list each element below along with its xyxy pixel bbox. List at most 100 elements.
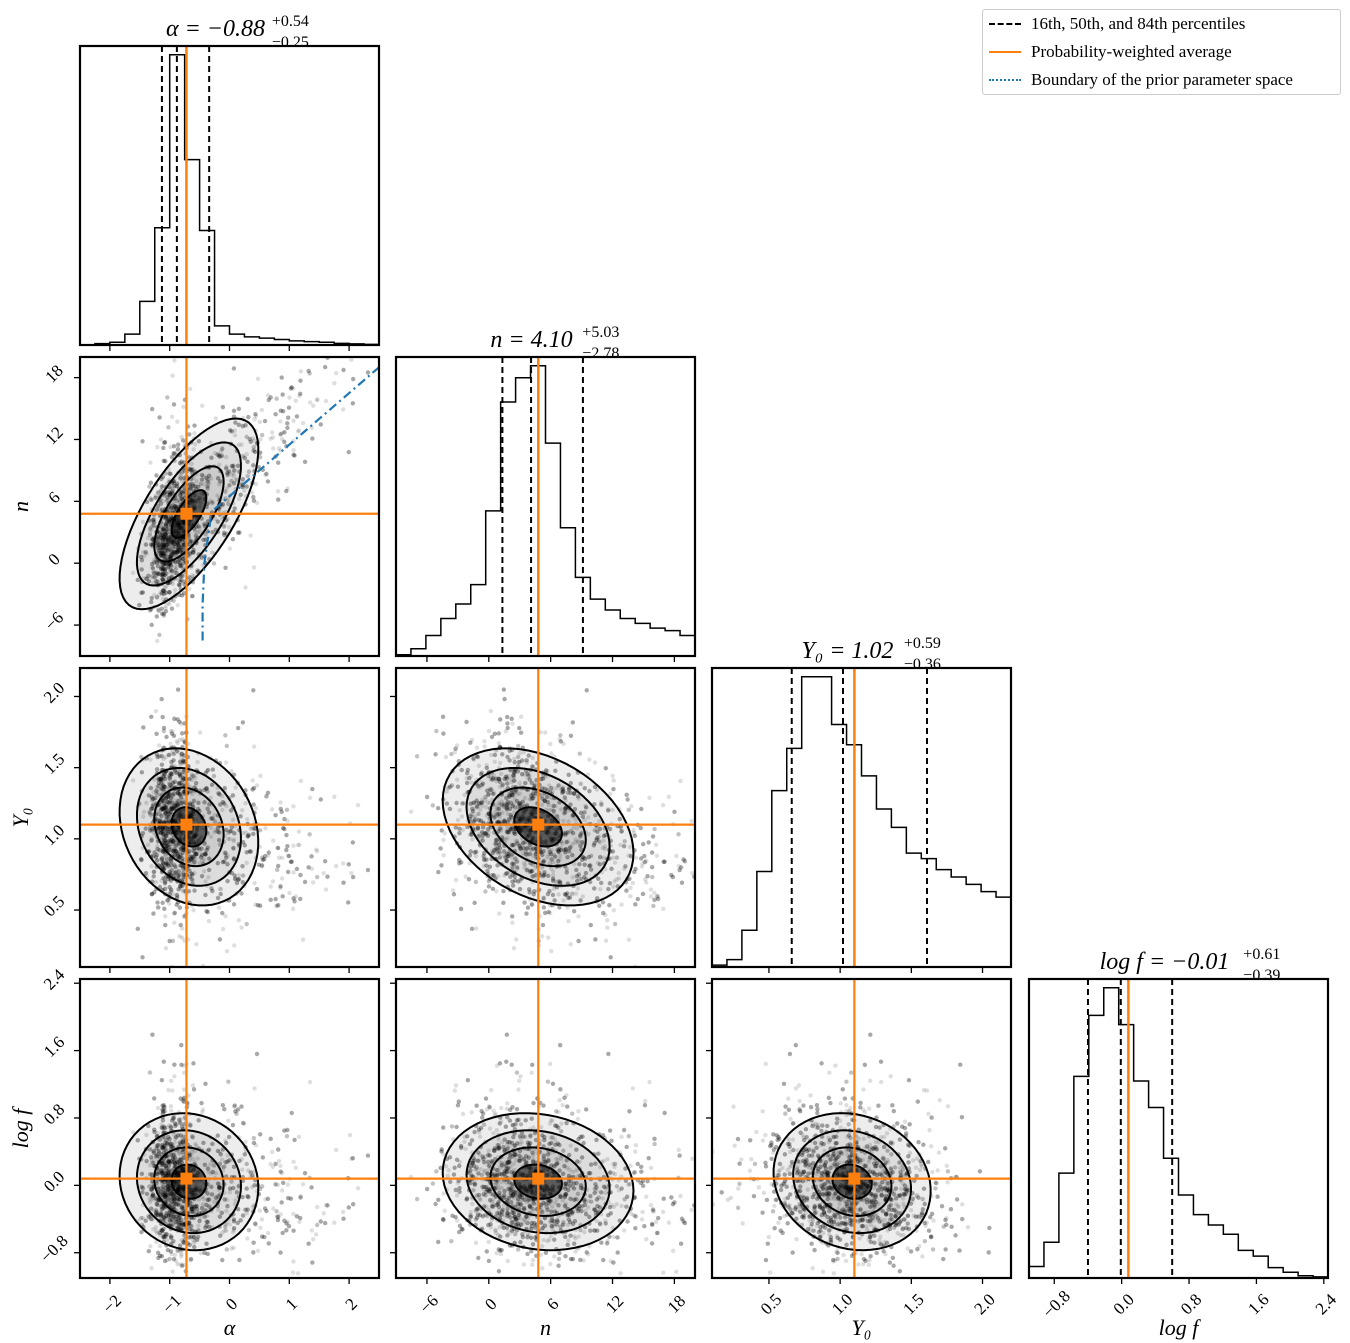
sample-point — [175, 545, 181, 551]
sample-point — [161, 484, 166, 489]
scatter-panel-2-0: 0.51.01.52.0 — [40, 666, 381, 973]
sample-point — [150, 537, 155, 542]
sample-point — [161, 535, 167, 540]
sample-point — [140, 955, 145, 960]
sample-point — [154, 507, 159, 512]
sample-point — [176, 544, 181, 549]
sample-point — [291, 452, 296, 457]
sample-point — [204, 477, 210, 482]
sample-point — [311, 880, 316, 885]
sample-point — [346, 449, 351, 455]
sample-point — [160, 571, 165, 577]
sample-point — [193, 484, 198, 489]
sample-point — [179, 489, 184, 495]
sample-point — [169, 490, 174, 495]
sample-point — [199, 472, 205, 478]
sample-point — [179, 459, 184, 464]
sample-point — [322, 364, 328, 370]
sample-point — [179, 593, 185, 598]
sample-point — [149, 574, 154, 580]
sample-point — [187, 432, 192, 437]
sample-point — [144, 576, 149, 581]
sample-point — [151, 580, 156, 586]
sample-point — [159, 507, 165, 512]
sample-point — [168, 554, 173, 559]
sample-point — [171, 480, 176, 486]
sample-point — [144, 551, 149, 557]
sample-point — [195, 529, 200, 535]
sample-point — [160, 714, 165, 720]
sample-point — [187, 586, 192, 592]
sample-point — [166, 516, 171, 522]
sample-point — [197, 526, 202, 531]
sample-point — [245, 396, 250, 402]
sample-point — [211, 561, 217, 566]
sample-point — [302, 879, 308, 885]
sample-point — [169, 504, 174, 509]
sample-point — [166, 532, 172, 538]
sample-point — [216, 453, 222, 458]
sample-point — [170, 581, 175, 587]
sample-point — [221, 524, 226, 529]
sample-point — [163, 590, 169, 595]
sample-point — [165, 395, 170, 400]
sample-point — [291, 804, 296, 809]
sample-point — [159, 566, 164, 572]
sample-point — [166, 490, 171, 495]
sample-point — [276, 855, 282, 860]
sample-point — [155, 540, 161, 546]
sample-point — [251, 448, 256, 453]
sample-point — [149, 406, 155, 412]
sample-point — [155, 545, 161, 551]
sample-point — [250, 778, 255, 783]
sample-point — [224, 486, 229, 491]
sample-point — [177, 460, 183, 466]
sample-point — [160, 539, 165, 545]
sample-point — [187, 482, 192, 487]
sample-point — [243, 423, 248, 428]
sample-point — [177, 537, 183, 543]
sample-point — [166, 425, 171, 430]
sample-point — [165, 601, 171, 606]
sample-point — [169, 731, 175, 736]
sample-point — [169, 553, 174, 558]
sample-point — [279, 430, 285, 436]
sample-point — [168, 491, 174, 496]
sample-point — [160, 553, 166, 559]
sample-point — [159, 545, 164, 550]
sample-point — [212, 516, 218, 521]
sample-point — [163, 522, 169, 527]
sample-point — [306, 368, 311, 374]
sample-point — [281, 409, 286, 414]
sample-point — [168, 555, 173, 561]
sample-point — [191, 447, 196, 452]
sample-point — [231, 408, 237, 413]
sample-point — [174, 537, 179, 543]
sample-point — [194, 479, 199, 484]
sample-point — [157, 542, 163, 547]
sample-point — [149, 524, 154, 529]
sample-point — [171, 506, 176, 511]
sample-point — [175, 542, 180, 547]
sample-point — [302, 459, 308, 465]
sample-point — [167, 589, 172, 595]
sample-point — [225, 470, 230, 475]
sample-point — [158, 488, 164, 493]
sample-point — [236, 406, 242, 412]
sample-point — [135, 577, 140, 583]
sample-point — [236, 917, 241, 923]
sample-point — [161, 522, 166, 527]
sample-point — [340, 861, 346, 866]
sample-point — [276, 460, 281, 465]
sample-point — [162, 573, 167, 579]
sample-point — [157, 531, 163, 536]
sample-point — [166, 515, 172, 520]
sample-point — [172, 483, 177, 489]
sample-point — [177, 539, 182, 544]
sample-point — [298, 378, 303, 383]
sample-point — [210, 530, 215, 535]
sample-point — [265, 479, 271, 484]
sample-point — [178, 563, 183, 569]
sample-point — [163, 545, 169, 550]
sample-point — [223, 760, 229, 765]
